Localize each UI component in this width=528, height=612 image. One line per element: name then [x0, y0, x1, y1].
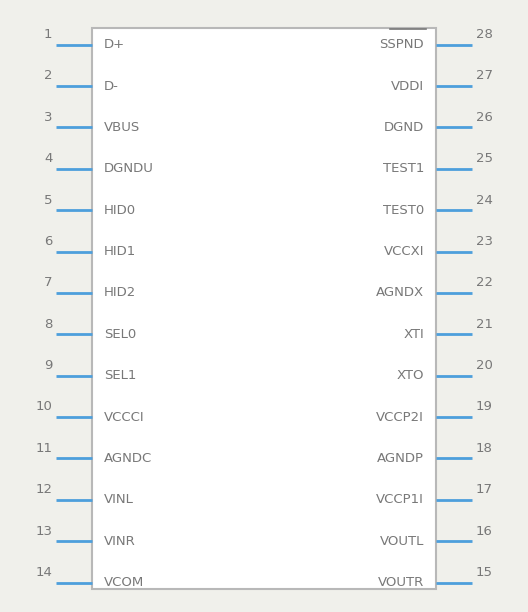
- Text: DGND: DGND: [384, 121, 424, 134]
- Text: 11: 11: [35, 442, 52, 455]
- Text: SEL0: SEL0: [104, 328, 136, 341]
- Text: 27: 27: [476, 69, 493, 83]
- Text: 28: 28: [476, 28, 493, 41]
- Text: AGNDC: AGNDC: [104, 452, 152, 465]
- Text: 16: 16: [476, 524, 493, 537]
- Text: VINL: VINL: [104, 493, 134, 506]
- Text: SSPND: SSPND: [379, 38, 424, 51]
- Text: 19: 19: [476, 400, 493, 414]
- Text: 24: 24: [476, 193, 493, 206]
- Text: 12: 12: [35, 483, 52, 496]
- Text: D-: D-: [104, 80, 119, 92]
- Text: VCCP2I: VCCP2I: [376, 411, 424, 424]
- Text: VDDI: VDDI: [391, 80, 424, 92]
- Text: 15: 15: [476, 566, 493, 579]
- Text: HID1: HID1: [104, 245, 136, 258]
- Text: 18: 18: [476, 442, 493, 455]
- Text: 22: 22: [476, 276, 493, 289]
- Text: TEST1: TEST1: [383, 162, 424, 175]
- Text: 6: 6: [44, 235, 52, 248]
- Text: HID0: HID0: [104, 204, 136, 217]
- Text: TEST0: TEST0: [383, 204, 424, 217]
- Text: DGNDU: DGNDU: [104, 162, 154, 175]
- Text: AGNDP: AGNDP: [377, 452, 424, 465]
- Text: VCCCI: VCCCI: [104, 411, 145, 424]
- Text: VCCP1I: VCCP1I: [376, 493, 424, 506]
- Text: 23: 23: [476, 235, 493, 248]
- Text: AGNDX: AGNDX: [376, 286, 424, 299]
- Text: VOUTL: VOUTL: [380, 535, 424, 548]
- Text: 17: 17: [476, 483, 493, 496]
- Text: 9: 9: [44, 359, 52, 372]
- Text: XTI: XTI: [403, 328, 424, 341]
- Text: 10: 10: [35, 400, 52, 414]
- Text: 25: 25: [476, 152, 493, 165]
- Text: HID2: HID2: [104, 286, 136, 299]
- Text: 14: 14: [35, 566, 52, 579]
- Text: 20: 20: [476, 359, 493, 372]
- Text: VBUS: VBUS: [104, 121, 140, 134]
- Text: VCOM: VCOM: [104, 576, 144, 589]
- Text: 8: 8: [44, 318, 52, 330]
- Text: SEL1: SEL1: [104, 369, 136, 382]
- Text: 5: 5: [44, 193, 52, 206]
- Text: 26: 26: [476, 111, 493, 124]
- Text: 3: 3: [44, 111, 52, 124]
- Text: D+: D+: [104, 38, 125, 51]
- Text: VINR: VINR: [104, 535, 136, 548]
- Text: 21: 21: [476, 318, 493, 330]
- Bar: [92, 28, 436, 589]
- Text: 4: 4: [44, 152, 52, 165]
- Text: VCCXI: VCCXI: [383, 245, 424, 258]
- Text: VOUTR: VOUTR: [378, 576, 424, 589]
- Text: XTO: XTO: [397, 369, 424, 382]
- Text: 7: 7: [44, 276, 52, 289]
- Text: 2: 2: [44, 69, 52, 83]
- Text: 13: 13: [35, 524, 52, 537]
- Text: 1: 1: [44, 28, 52, 41]
